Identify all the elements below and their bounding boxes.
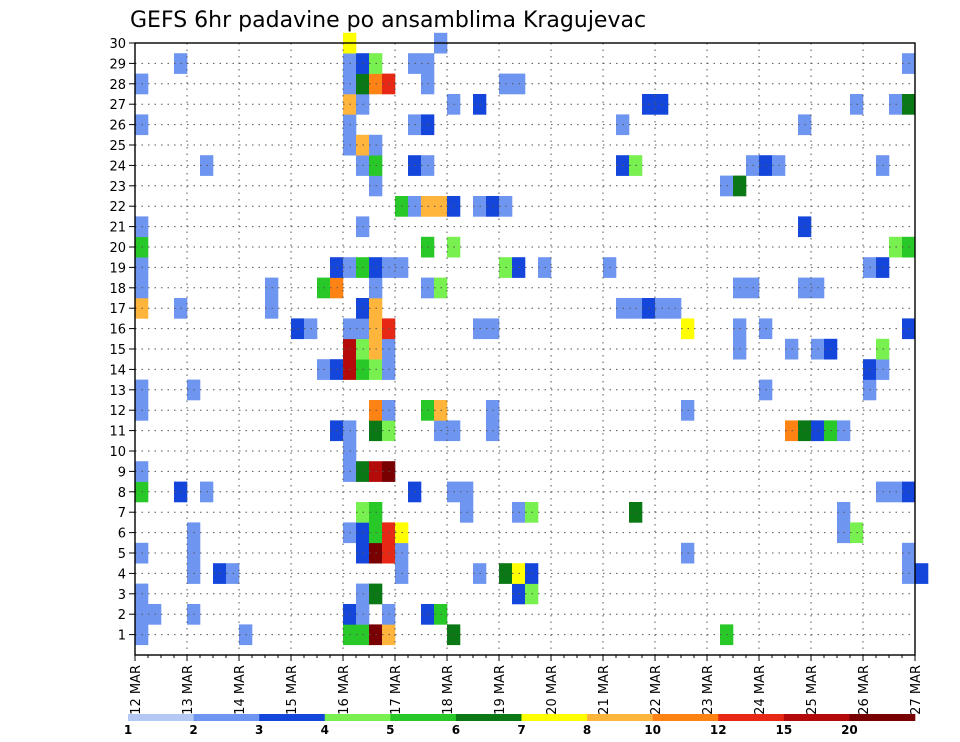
x-tick-label: 21 MAR bbox=[597, 665, 612, 715]
colorbar-label: 4 bbox=[321, 723, 329, 737]
colorbar-label: 5 bbox=[386, 723, 394, 737]
y-tick-label: 8 bbox=[118, 486, 126, 501]
x-tick-label: 22 MAR bbox=[649, 665, 664, 715]
x-tick-label: 13 MAR bbox=[181, 665, 196, 715]
y-tick-label: 27 bbox=[109, 98, 126, 113]
y-tick-label: 29 bbox=[109, 57, 126, 72]
y-axis-ticks: 1234567891011121314151617181920212223242… bbox=[109, 37, 135, 644]
y-tick-label: 20 bbox=[109, 241, 126, 256]
y-tick-label: 13 bbox=[109, 384, 126, 399]
y-tick-label: 21 bbox=[109, 221, 126, 236]
y-tick-label: 7 bbox=[118, 506, 126, 521]
y-tick-label: 9 bbox=[118, 465, 126, 480]
colorbar-label: 10 bbox=[644, 723, 661, 737]
y-tick-label: 25 bbox=[109, 139, 126, 154]
x-tick-label: 16 MAR bbox=[337, 665, 352, 715]
colorbar-swatch bbox=[390, 714, 457, 721]
heatmap-cell bbox=[915, 563, 929, 584]
y-tick-label: 15 bbox=[109, 343, 126, 358]
colorbar-label: 20 bbox=[841, 723, 858, 737]
colorbar-swatch bbox=[718, 714, 785, 721]
x-tick-label: 12 MAR bbox=[129, 665, 144, 715]
colorbar-swatch bbox=[324, 714, 391, 721]
x-tick-label: 20 MAR bbox=[545, 665, 560, 715]
colorbar-label: 12 bbox=[710, 723, 727, 737]
x-axis-ticks: 12 MAR 13 MAR 14 MAR 15 MAR 16 MAR 17 MAR 18 M… bbox=[129, 655, 924, 715]
y-tick-label: 23 bbox=[109, 180, 126, 195]
y-tick-label: 17 bbox=[109, 302, 126, 317]
plot-frame bbox=[134, 42, 916, 656]
colorbar-label: 8 bbox=[583, 723, 591, 737]
colorbar-label: 3 bbox=[255, 723, 263, 737]
colorbar-swatch bbox=[455, 714, 522, 721]
colorbar-swatch bbox=[587, 714, 653, 721]
y-tick-label: 19 bbox=[109, 261, 126, 276]
x-tick-label: 14 MAR bbox=[233, 665, 248, 715]
y-tick-label: 6 bbox=[118, 527, 126, 542]
colorbar-swatch bbox=[193, 714, 260, 721]
x-tick-label: 25 MAR bbox=[805, 665, 820, 715]
colorbar-swatch bbox=[849, 714, 916, 721]
y-tick-label: 2 bbox=[118, 608, 126, 623]
x-tick-label: 17 MAR bbox=[389, 665, 404, 715]
y-tick-label: 30 bbox=[109, 37, 126, 52]
colorbar-swatch bbox=[652, 714, 719, 721]
x-tick-label: 24 MAR bbox=[753, 665, 768, 715]
y-tick-label: 26 bbox=[109, 119, 126, 134]
y-tick-label: 3 bbox=[118, 588, 126, 603]
colorbar-swatch bbox=[783, 714, 850, 721]
colorbar-label: 2 bbox=[189, 723, 197, 737]
colorbar-label: 7 bbox=[517, 723, 525, 737]
y-tick-label: 5 bbox=[118, 547, 126, 562]
y-tick-label: 11 bbox=[109, 425, 126, 440]
y-tick-label: 24 bbox=[109, 159, 126, 174]
colorbar-legend: 1 2 3 4 5 6 7 8 10 12 15 20 bbox=[124, 714, 916, 737]
colorbar-swatch bbox=[259, 714, 326, 721]
chart-title: GEFS 6hr padavine po ansamblima Kragujev… bbox=[130, 8, 646, 33]
colorbar-label: 6 bbox=[452, 723, 460, 737]
y-tick-label: 14 bbox=[109, 363, 126, 378]
y-tick-label: 1 bbox=[118, 629, 126, 644]
x-tick-label: 19 MAR bbox=[493, 665, 508, 715]
dotted-grid bbox=[134, 42, 916, 655]
y-tick-label: 28 bbox=[109, 78, 126, 93]
colorbar-label: 1 bbox=[124, 723, 132, 737]
y-tick-label: 4 bbox=[118, 567, 126, 582]
x-tick-label: 15 MAR bbox=[285, 665, 300, 715]
x-tick-label: 18 MAR bbox=[441, 665, 456, 715]
y-tick-label: 10 bbox=[109, 445, 126, 460]
y-tick-label: 22 bbox=[109, 200, 126, 215]
x-tick-label: 26 MAR bbox=[857, 665, 872, 715]
y-tick-label: 12 bbox=[109, 404, 126, 419]
x-tick-label: 23 MAR bbox=[701, 665, 716, 715]
y-tick-label: 16 bbox=[109, 323, 126, 338]
x-tick-label: 27 MAR bbox=[909, 665, 924, 715]
colorbar-label: 15 bbox=[775, 723, 792, 737]
colorbar-swatch bbox=[128, 714, 194, 721]
colorbar-swatch bbox=[521, 714, 588, 721]
y-tick-label: 18 bbox=[109, 282, 126, 297]
